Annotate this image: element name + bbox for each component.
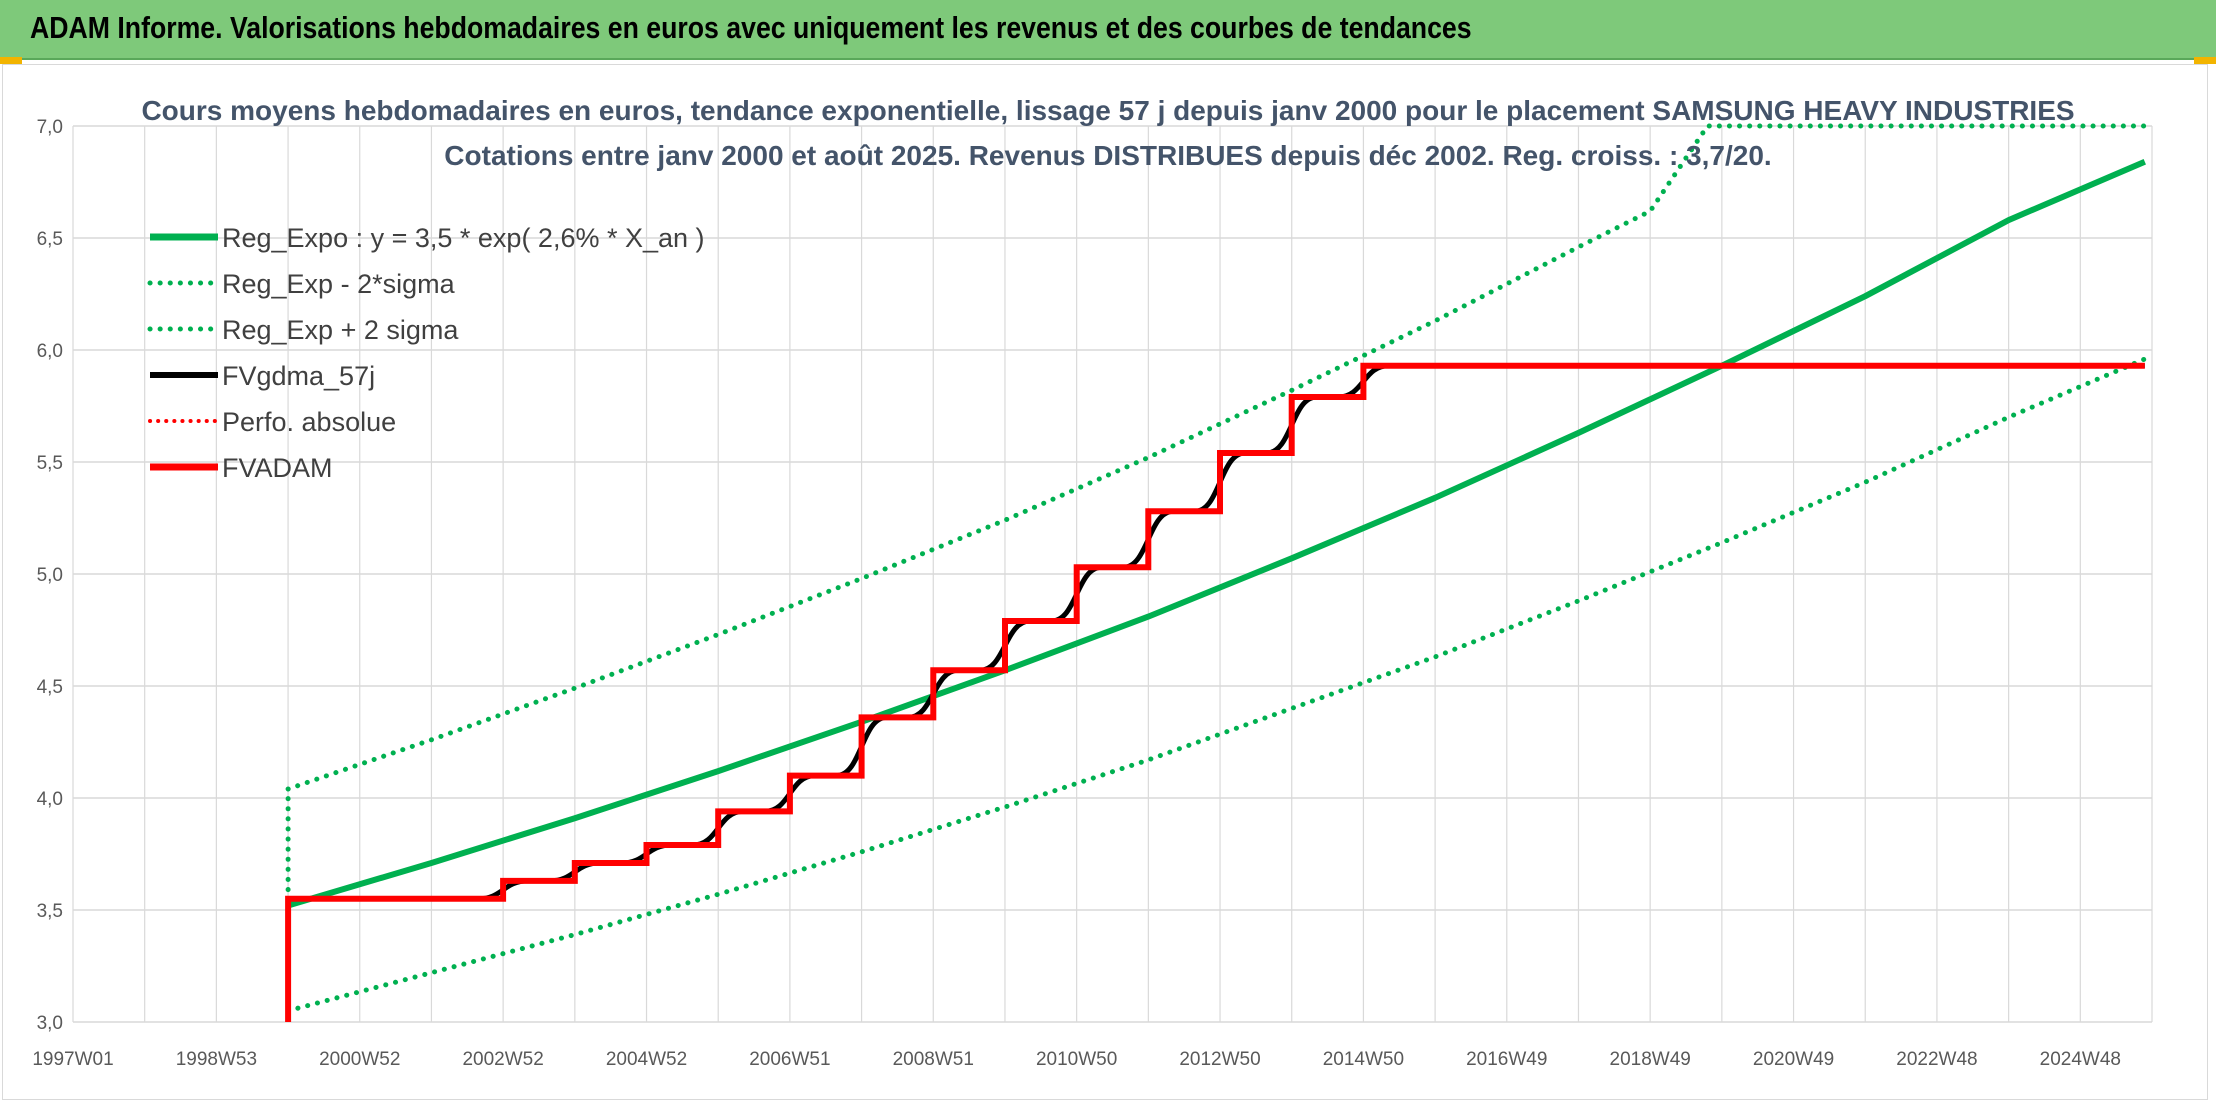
x-tick-label: 2024W48 (2040, 1049, 2121, 1070)
x-tick-label: 1998W53 (176, 1049, 257, 1070)
x-tick-label: 2018W49 (1610, 1049, 1691, 1070)
x-tick-label: 2012W50 (1179, 1049, 1260, 1070)
y-tick-label: 3,5 (37, 901, 63, 922)
x-tick-label: 2008W51 (893, 1049, 974, 1070)
legend-label: Reg_Exp + 2 sigma (222, 315, 459, 345)
reg-minus-2sigma-line (285, 356, 2148, 1014)
y-tick-label: 5,0 (37, 565, 63, 586)
chart-grid (72, 125, 2153, 1023)
legend-label: Reg_Expo : y = 3,5 * exp( 2,6% * X_an ) (222, 223, 705, 253)
fv-adam-line (285, 362, 2145, 1022)
x-tick-label: 2022W48 (1896, 1049, 1977, 1070)
chart-series (285, 123, 2148, 1022)
x-tick-label: 2010W50 (1036, 1049, 1117, 1070)
legend-label: Perfo. absolue (222, 407, 396, 437)
y-tick-label: 7,0 (37, 117, 63, 138)
corner-marker-right (2194, 57, 2216, 64)
y-tick-label: 6,0 (37, 341, 63, 362)
reg-plus-2sigma-line (285, 123, 2148, 792)
report-title: ADAM Informe. Valorisations hebdomadaire… (30, 10, 1472, 45)
chart-frame (2, 64, 2208, 1100)
reg-expo-line (287, 159, 2146, 909)
chart-title-line-2: Cotations entre janv 2000 et août 2025. … (444, 140, 1771, 171)
y-tick-label: 4,0 (37, 789, 63, 810)
x-tick-label: 2006W51 (749, 1049, 830, 1070)
legend-label: Reg_Exp - 2*sigma (222, 269, 456, 299)
report-banner: ADAM Informe. Valorisations hebdomadaire… (0, 0, 2216, 60)
x-tick-label: 1997W01 (32, 1049, 113, 1070)
chart-ticks: 3,0 3,5 4,0 4,5 5,0 5,5 6,0 6,5 7,0 1997W01 1998W5… (32, 117, 2121, 1070)
x-tick-label: 2004W52 (606, 1049, 687, 1070)
x-tick-label: 2016W49 (1466, 1049, 1547, 1070)
x-tick-label: 2014W50 (1323, 1049, 1404, 1070)
corner-marker-left (0, 57, 22, 64)
y-tick-label: 5,5 (37, 453, 63, 474)
chart-title-line-1: Cours moyens hebdomadaires en euros, ten… (141, 95, 2074, 126)
x-tick-label: 2002W52 (462, 1049, 543, 1070)
y-tick-label: 3,0 (37, 1013, 63, 1034)
y-tick-label: 4,5 (37, 677, 63, 698)
y-tick-label: 6,5 (37, 229, 63, 250)
chart-legend: Reg_Expo : y = 3,5 * exp( 2,6% * X_an ) R… (147, 223, 705, 483)
x-tick-label: 2000W52 (319, 1049, 400, 1070)
legend-label: FVADAM (222, 453, 333, 483)
legend-label: FVgdma_57j (222, 361, 375, 391)
x-tick-label: 2020W49 (1753, 1049, 1834, 1070)
